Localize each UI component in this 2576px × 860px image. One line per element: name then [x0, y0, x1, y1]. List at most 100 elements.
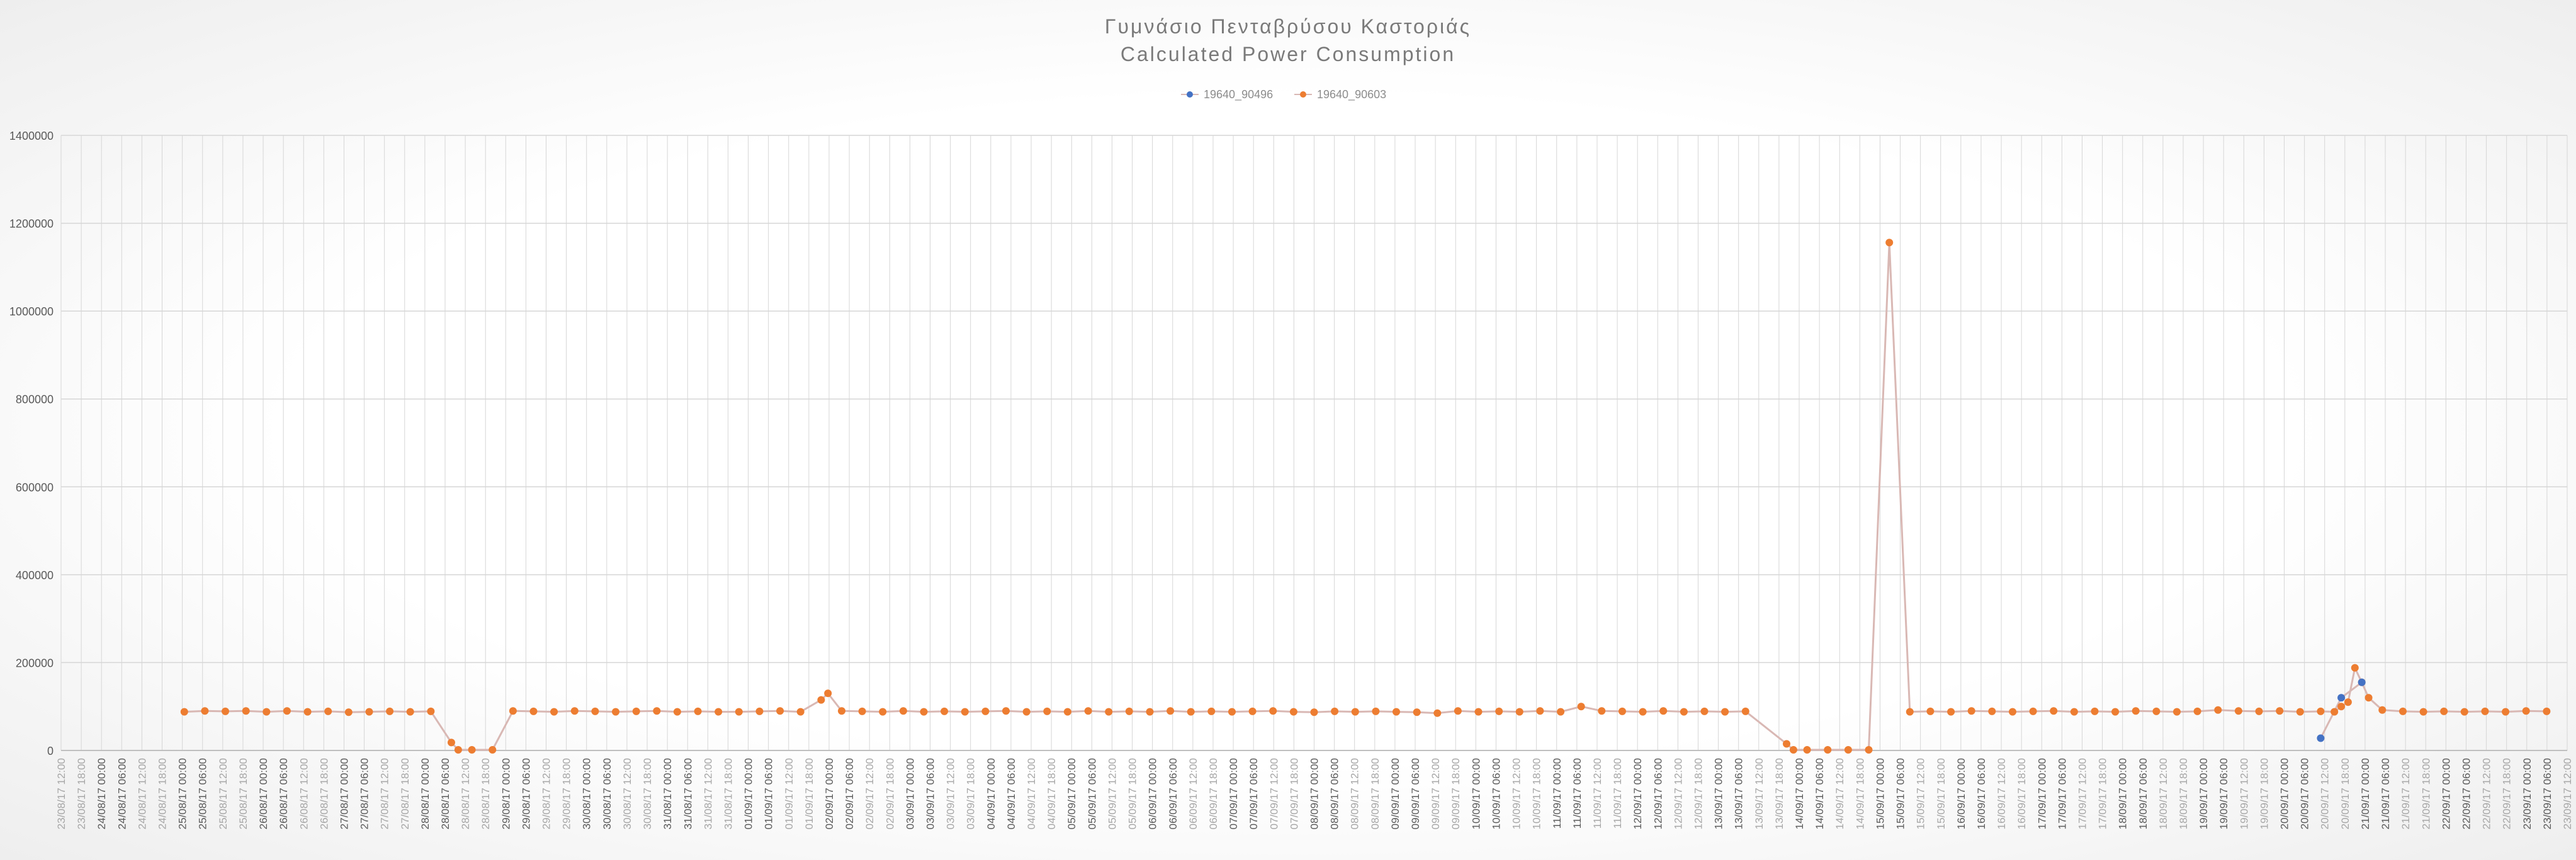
x-tick-label: 04/09/17 06:00	[1005, 758, 1017, 829]
x-tick-label: 23/09/17 06:00	[2541, 758, 2553, 829]
data-point	[468, 746, 476, 754]
data-point	[1721, 708, 1729, 716]
data-point	[2029, 707, 2037, 715]
data-point	[1105, 708, 1113, 716]
series-line	[184, 242, 2547, 751]
x-tick-label: 18/09/17 18:00	[2178, 758, 2189, 829]
data-point	[715, 708, 723, 716]
legend-label: 19640_90603	[1317, 88, 1386, 101]
x-tick-label: 25/08/17 06:00	[197, 758, 209, 829]
data-point	[2399, 707, 2407, 715]
x-tick-label: 22/09/17 18:00	[2501, 758, 2513, 829]
x-tick-label: 16/09/17 00:00	[1955, 758, 1967, 829]
data-point	[1331, 707, 1339, 715]
data-point	[1022, 708, 1031, 716]
data-point	[2481, 707, 2489, 715]
x-tick-label: 30/08/17 12:00	[621, 758, 633, 829]
data-point	[2317, 707, 2325, 715]
data-point	[824, 689, 832, 698]
data-point	[454, 746, 462, 754]
x-tick-label: 20/09/17 12:00	[2319, 758, 2331, 829]
x-tick-label: 26/08/17 00:00	[257, 758, 269, 829]
data-point	[1125, 707, 1133, 715]
x-tick-label: 13/09/17 18:00	[1773, 758, 1785, 829]
data-point	[2317, 734, 2325, 742]
x-tick-label: 17/09/17 00:00	[2036, 758, 2048, 829]
x-tick-label: 06/09/17 00:00	[1147, 758, 1159, 829]
chart-title: Γυμνάσιο Πενταβρύσου Καστοριάς	[1104, 15, 1472, 38]
x-tick-label: 28/08/17 12:00	[460, 758, 472, 829]
data-point	[2351, 664, 2359, 672]
x-tick-label: 03/09/17 06:00	[925, 758, 937, 829]
x-tick-label: 24/08/17 06:00	[116, 758, 128, 829]
x-tick-label: 11/09/17 18:00	[1612, 758, 1624, 829]
x-tick-label: 16/09/17 12:00	[1996, 758, 2008, 829]
data-point	[2193, 707, 2201, 715]
data-point	[550, 708, 558, 716]
x-tick-label: 07/09/17 00:00	[1228, 758, 1240, 829]
data-point	[1844, 746, 1852, 754]
x-tick-label: 29/08/17 18:00	[561, 758, 573, 829]
data-point	[489, 746, 497, 754]
x-tick-label: 06/09/17 12:00	[1187, 758, 1199, 829]
x-tick-label: 12/09/17 00:00	[1632, 758, 1644, 829]
data-point	[2543, 707, 2551, 715]
data-point	[529, 707, 538, 715]
data-point	[2419, 708, 2427, 716]
x-tick-label: 28/08/17 18:00	[480, 758, 492, 829]
data-point	[612, 708, 619, 716]
data-point	[2214, 706, 2222, 714]
x-tick-label: 19/09/17 00:00	[2198, 758, 2210, 829]
x-tick-label: 27/08/17 00:00	[338, 758, 350, 829]
data-point	[283, 707, 291, 715]
data-point	[981, 707, 990, 715]
x-tick-label: 31/08/17 00:00	[662, 758, 674, 829]
x-tick-label: 19/09/17 12:00	[2238, 758, 2250, 829]
data-point	[1187, 708, 1195, 716]
y-tick-label: 200000	[16, 657, 54, 669]
x-tick-label: 23/08/17 12:00	[55, 758, 67, 829]
data-point	[1454, 707, 1462, 715]
x-tick-label: 14/09/17 18:00	[1854, 758, 1866, 829]
data-point	[2364, 694, 2373, 702]
data-point	[879, 708, 887, 716]
data-point	[1659, 707, 1668, 715]
x-tick-label: 12/09/17 12:00	[1672, 758, 1684, 829]
data-point	[1618, 707, 1626, 715]
x-tick-label: 09/09/17 00:00	[1389, 758, 1401, 829]
data-point	[180, 708, 188, 716]
data-point	[1351, 708, 1359, 716]
x-tick-label: 21/09/17 18:00	[2420, 758, 2432, 829]
data-point	[1002, 707, 1010, 715]
x-tick-label: 03/09/17 00:00	[904, 758, 916, 829]
data-point	[448, 738, 455, 747]
data-point	[1885, 239, 1894, 247]
x-tick-label: 05/09/17 06:00	[1086, 758, 1098, 829]
data-point	[1207, 707, 1216, 715]
data-point	[1557, 708, 1565, 716]
data-point	[2358, 678, 2366, 686]
x-tick-label: 03/09/17 18:00	[965, 758, 977, 829]
data-point	[509, 707, 517, 715]
x-tick-label: 18/09/17 00:00	[2117, 758, 2129, 829]
data-point	[303, 708, 312, 716]
data-point	[653, 707, 661, 715]
x-tick-label: 14/09/17 06:00	[1814, 758, 1826, 829]
x-tick-label: 15/09/17 06:00	[1895, 758, 1907, 829]
x-tick-label: 22/09/17 06:00	[2460, 758, 2472, 829]
data-point	[2173, 708, 2181, 716]
x-tick-label: 26/08/17 18:00	[318, 758, 330, 829]
data-point	[2460, 708, 2468, 716]
x-tick-label: 02/09/17 06:00	[844, 758, 856, 829]
data-point	[1495, 707, 1503, 715]
data-point	[1372, 707, 1380, 715]
data-point	[1865, 746, 1873, 754]
x-tick-label: 24/08/17 12:00	[136, 758, 148, 829]
data-point	[2255, 707, 2263, 715]
y-tick-label: 600000	[16, 481, 54, 494]
data-point	[1783, 740, 1790, 748]
x-tick-label: 20/09/17 18:00	[2339, 758, 2351, 829]
x-tick-label: 28/08/17 06:00	[439, 758, 451, 829]
x-tick-label: 07/09/17 12:00	[1268, 758, 1280, 829]
